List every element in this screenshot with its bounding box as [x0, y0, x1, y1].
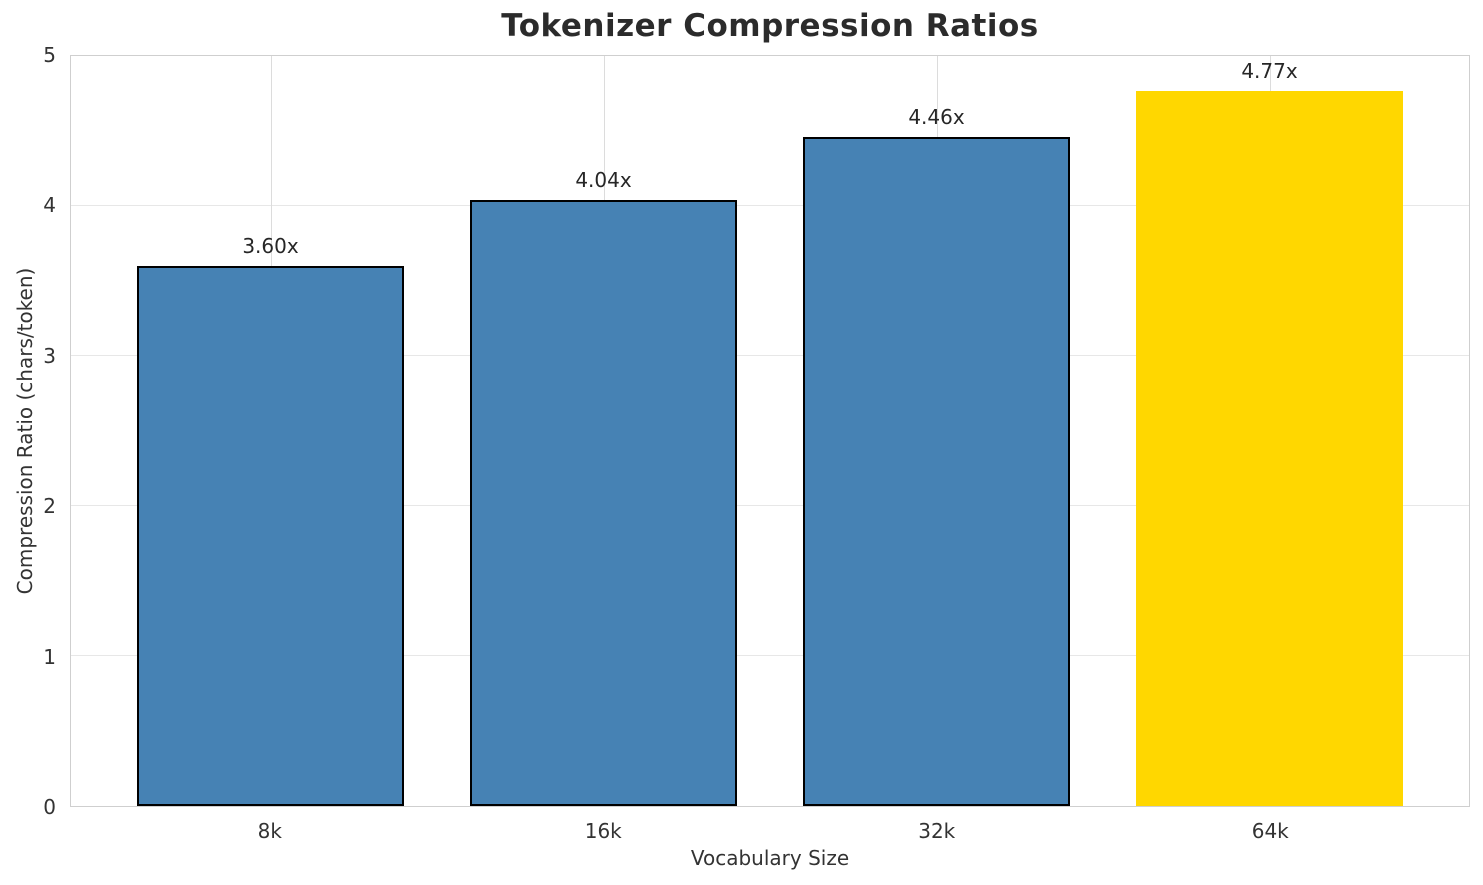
x-tick: 16k [584, 819, 622, 843]
bar-value-label: 4.46x [908, 105, 965, 129]
y-tick-labels: 0 1 2 3 4 5 [0, 45, 56, 817]
bar-group-8k: 3.60x [104, 56, 437, 806]
bar-group-16k: 4.04x [437, 56, 770, 806]
y-tick: 0 [43, 795, 56, 819]
bar-group-64k: 4.77x [1103, 56, 1436, 806]
x-axis-label: Vocabulary Size [690, 846, 850, 870]
y-tick: 5 [43, 43, 56, 67]
plot-area: 3.60x 4.04x 4.46x 4.77x [70, 55, 1470, 807]
y-tick: 1 [43, 644, 56, 669]
h-gridline [71, 655, 1469, 656]
bar-value-label: 4.77x [1241, 58, 1298, 83]
bar-slots: 3.60x 4.04x 4.46x 4.77x [71, 56, 1469, 806]
bar [803, 137, 1070, 806]
x-tick: 8k [257, 819, 282, 843]
y-tick: 2 [43, 494, 56, 519]
bar-value-label: 3.60x [242, 234, 299, 258]
h-gridline [71, 205, 1469, 206]
bar [1136, 90, 1403, 806]
x-tick: 64k [1251, 819, 1289, 843]
y-tick: 4 [43, 193, 56, 218]
y-tick: 3 [43, 343, 56, 368]
h-gridline [71, 505, 1469, 506]
x-tick: 32k [918, 819, 956, 843]
chart-title: Tokenizer Compression Ratios [501, 8, 1039, 44]
h-gridline [71, 355, 1469, 356]
bar [137, 266, 404, 806]
bar-group-32k: 4.46x [770, 56, 1103, 806]
bar-value-label: 4.04x [575, 168, 632, 192]
bar [470, 200, 737, 806]
x-tick-labels: 8k 16k 32k 64k [70, 807, 1470, 843]
